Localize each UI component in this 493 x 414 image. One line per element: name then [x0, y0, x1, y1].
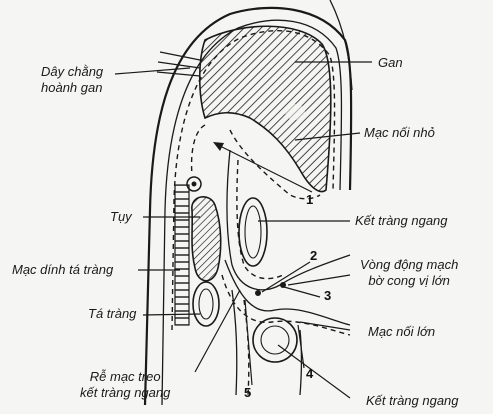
greater-omentum-line [224, 259, 351, 326]
number-3: 3 [324, 288, 332, 303]
vessel-circle-outer [186, 176, 202, 192]
leader-arrow-1 [217, 144, 313, 193]
greater-omentum-dashed [221, 274, 351, 336]
leader-vong-dong-mach [287, 274, 351, 286]
ligament-stripes [156, 51, 201, 77]
label-gan: Gan [378, 55, 403, 70]
leader-2 [261, 261, 311, 293]
label-vong-dong-mach-line1: Vòng động mạch [360, 257, 459, 272]
label-tuy: Tụy [110, 209, 132, 224]
label-day-chang: Dây chằng hoành gan [41, 64, 103, 96]
label-ket-trang-ngang-2: Kết tràng ngang [366, 393, 459, 408]
label-vong-dong-mach: Vòng động mạch bờ cong vị lớn [360, 257, 458, 289]
label-re-mac-treo: Rễ mạc treo kết tràng ngang [80, 369, 170, 401]
leader-3 [283, 286, 321, 298]
colon-upper-inner [244, 205, 262, 259]
number-5: 5 [244, 385, 252, 400]
leader-mac-noi-lon [299, 321, 351, 331]
leader-mac-noi-nho [294, 132, 361, 141]
leader-re-mac-treo [194, 289, 241, 373]
artery-dot-1 [255, 290, 261, 296]
lower-wall-line [299, 329, 303, 396]
lesser-omentum-dashed-2 [190, 124, 206, 176]
label-mac-dinh-ta-trang: Mạc dính tá tràng [12, 262, 114, 277]
stomach-outline [226, 149, 351, 291]
diaphragm-inner-line [161, 19, 343, 406]
mesentery-root-line [231, 289, 238, 396]
label-vong-dong-mach-line2: bờ cong vị lớn [368, 273, 450, 288]
colon-lower-inner [260, 325, 290, 355]
vessel-circle-inner [191, 181, 197, 187]
leader-ket-trang-2 [277, 344, 351, 399]
colon-lower-outer [252, 317, 298, 363]
label-day-chang-line2: hoành gan [41, 80, 103, 95]
leader-day-chang [114, 67, 191, 75]
label-mac-noi-nho: Mạc nối nhỏ [364, 125, 435, 140]
duodenum-inner [198, 288, 214, 320]
leader-5 [244, 299, 253, 386]
liver-shape [199, 25, 332, 193]
liver-light-spot [285, 104, 305, 120]
label-ta-trang: Tá tràng [88, 306, 137, 321]
artery-dot-2 [280, 282, 286, 288]
right-edge-line [329, 0, 353, 91]
stomach-inner-dashed [236, 159, 286, 280]
diaphragm-outer-line [143, 6, 353, 406]
label-re-mac-treo-line1: Rễ mạc treo [89, 369, 161, 384]
label-mac-noi-lon: Mạc nối lớn [368, 324, 436, 339]
arrowhead-1 [213, 142, 224, 151]
posterior-wall-ribs [174, 184, 190, 326]
label-ket-trang-ngang-1: Kết tràng ngang [355, 213, 448, 228]
colon-upper-outer [238, 197, 268, 267]
number-2: 2 [310, 248, 318, 263]
number-4: 4 [306, 366, 314, 381]
leader-4 [297, 324, 305, 369]
label-day-chang-line1: Dây chằng [41, 64, 104, 79]
leader-ta-trang [142, 313, 201, 316]
number-1: 1 [306, 192, 314, 207]
pancreas-shape [191, 196, 222, 282]
duodenum-outer [192, 281, 220, 327]
lesser-omentum-dashed [229, 129, 321, 200]
label-re-mac-treo-line2: kết tràng ngang [80, 385, 171, 400]
